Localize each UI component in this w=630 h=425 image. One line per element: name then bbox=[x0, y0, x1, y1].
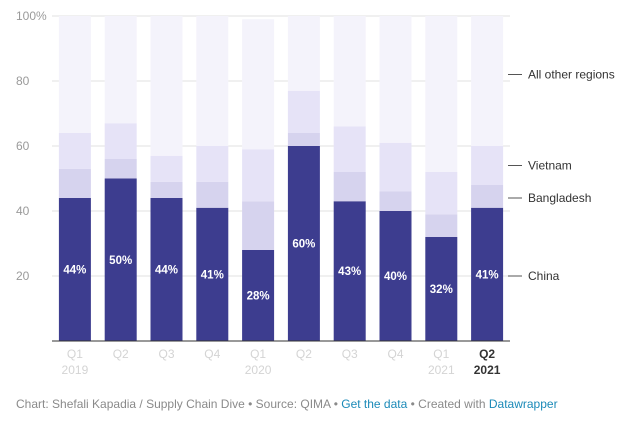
legend-label: All other regions bbox=[528, 68, 615, 82]
x-tick-year-label: 2021 bbox=[474, 363, 501, 377]
bar-segment-china bbox=[150, 198, 183, 341]
bar-segment-vietnam bbox=[333, 126, 366, 172]
x-tick-label: Q2 bbox=[479, 347, 495, 361]
bar-segment-bangladesh bbox=[196, 181, 229, 208]
bar-segment-bangladesh bbox=[471, 185, 504, 208]
bar-segment-vietnam bbox=[104, 123, 137, 159]
bar-segment-vietnam bbox=[379, 142, 412, 192]
x-tick-label: Q4 bbox=[387, 347, 403, 361]
legend-label: Bangladesh bbox=[528, 191, 591, 205]
bar-segment-all-other-regions bbox=[471, 16, 504, 146]
bar-segment-china bbox=[471, 207, 504, 341]
bar-segment-china bbox=[379, 211, 412, 341]
bar-segment-vietnam bbox=[196, 146, 229, 182]
bar-segment-all-other-regions bbox=[58, 16, 91, 133]
get-data-link[interactable]: Get the data bbox=[341, 397, 408, 411]
bar-segment-china bbox=[196, 207, 229, 341]
bar-segment-bangladesh bbox=[242, 201, 275, 250]
legend: All other regions Vietnam Bangladesh China bbox=[508, 68, 615, 283]
bar-segment-vietnam bbox=[58, 133, 91, 169]
bar-segment-china bbox=[287, 146, 320, 341]
bar-segment-bangladesh bbox=[333, 172, 366, 202]
data-label: 41% bbox=[476, 269, 499, 281]
data-label: 28% bbox=[247, 291, 270, 303]
x-tick-label: Q1 bbox=[67, 347, 83, 361]
data-label: 41% bbox=[201, 269, 224, 281]
bar-segment-all-other-regions bbox=[104, 16, 137, 124]
bar-segment-china bbox=[104, 178, 137, 341]
y-tick-label: 100% bbox=[16, 9, 47, 23]
bar-segment-china bbox=[242, 250, 275, 341]
data-labels: 44% 50% 44% 41% 28% 60% 43% 40% 32% 41% bbox=[63, 239, 498, 303]
data-label: 44% bbox=[155, 265, 178, 277]
bar-segment-all-other-regions bbox=[196, 16, 229, 146]
x-tick-label: Q2 bbox=[296, 347, 312, 361]
data-label: 50% bbox=[109, 255, 132, 267]
bar-segment-bangladesh bbox=[287, 133, 320, 146]
x-tick-label: Q1 bbox=[433, 347, 449, 361]
data-label: 60% bbox=[292, 239, 315, 251]
bar-segment-all-other-regions bbox=[379, 16, 412, 143]
legend-label: China bbox=[528, 269, 560, 283]
bar-segment-china bbox=[58, 198, 91, 341]
x-tick-label: Q4 bbox=[204, 347, 220, 361]
bar-segment-all-other-regions bbox=[333, 16, 366, 127]
bar-segment-bangladesh bbox=[104, 159, 137, 179]
bar-segment-china bbox=[425, 237, 458, 341]
x-tick-label: Q3 bbox=[158, 347, 174, 361]
footer-credit: Chart: Shefali Kapadia / Supply Chain Di… bbox=[16, 397, 342, 411]
bar-segment-vietnam bbox=[287, 90, 320, 133]
data-label: 44% bbox=[63, 265, 86, 277]
y-tick-label: 60 bbox=[16, 139, 30, 153]
x-axis: Q1 2019 Q2 Q3 Q4 Q1 2020 Q2 Q3 Q4 Q1 2021 Q2 2021 bbox=[52, 340, 510, 377]
bar-segment-bangladesh bbox=[150, 181, 183, 198]
bar-segment-vietnam bbox=[242, 149, 275, 202]
x-tick-label: Q1 bbox=[250, 347, 266, 361]
bars bbox=[58, 16, 504, 341]
datawrapper-link[interactable]: Datawrapper bbox=[488, 397, 558, 411]
bar-segment-all-other-regions bbox=[287, 16, 320, 91]
bar-segment-china bbox=[333, 201, 366, 341]
y-tick-label: 20 bbox=[16, 269, 30, 283]
data-label: 40% bbox=[384, 271, 407, 283]
bar-segment-bangladesh bbox=[425, 214, 458, 237]
y-tick-label: 80 bbox=[16, 74, 30, 88]
footer-created-with: • Created with bbox=[407, 397, 489, 411]
bar-segment-all-other-regions bbox=[150, 16, 183, 156]
bar-segment-vietnam bbox=[471, 146, 504, 185]
x-tick-year-label: 2019 bbox=[62, 363, 89, 377]
chart-footer: Chart: Shefali Kapadia / Supply Chain Di… bbox=[16, 397, 558, 411]
x-tick-year-label: 2020 bbox=[245, 363, 272, 377]
bar-segment-bangladesh bbox=[58, 168, 91, 198]
bar-segment-vietnam bbox=[150, 155, 183, 182]
x-tick-label: Q3 bbox=[342, 347, 358, 361]
x-tick-label: Q2 bbox=[113, 347, 129, 361]
bar-segment-vietnam bbox=[425, 172, 458, 215]
data-label: 43% bbox=[338, 266, 361, 278]
bar-segment-all-other-regions bbox=[425, 16, 458, 172]
legend-label: Vietnam bbox=[528, 159, 572, 173]
bar-segment-all-other-regions bbox=[242, 19, 275, 150]
bar-segment-bangladesh bbox=[379, 191, 412, 211]
data-label: 32% bbox=[430, 284, 453, 296]
y-tick-label: 40 bbox=[16, 204, 30, 218]
x-tick-year-label: 2021 bbox=[428, 363, 455, 377]
